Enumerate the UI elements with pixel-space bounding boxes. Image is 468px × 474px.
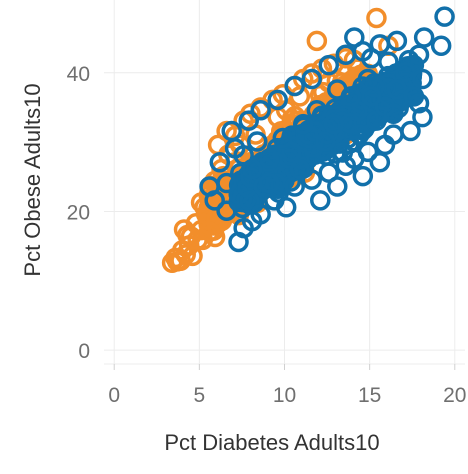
data-point [400, 120, 421, 142]
data-point [327, 176, 348, 197]
data-point [306, 99, 328, 121]
data-point [318, 54, 340, 76]
data-point [315, 131, 336, 152]
data-point [386, 30, 408, 52]
data-point [349, 124, 370, 145]
data-point [289, 158, 311, 180]
data-point [361, 86, 382, 107]
data-point [386, 79, 408, 100]
data-point [238, 110, 259, 131]
data-point [412, 106, 433, 128]
data-point [335, 155, 357, 176]
y-tick-label: 20 [67, 201, 90, 224]
x-tick-label: 15 [358, 384, 381, 407]
data-point [344, 27, 365, 48]
data-point [301, 68, 322, 90]
data-point [199, 221, 220, 242]
data-point [413, 27, 435, 48]
data-point [352, 165, 374, 187]
data-point [430, 35, 452, 57]
data-points [161, 6, 455, 274]
data-point [301, 169, 322, 190]
data-point [395, 61, 416, 83]
data-point [209, 151, 231, 173]
data-point [250, 99, 271, 121]
x-tick-label: 20 [443, 384, 466, 407]
data-point [369, 151, 391, 173]
series-2 [199, 6, 455, 253]
x-axis-title: Pct Diabetes Adults10 [164, 430, 379, 455]
data-point [216, 200, 237, 222]
data-point [310, 190, 331, 211]
data-point [408, 93, 430, 114]
data-point [306, 30, 328, 52]
y-axis-title: Pct Obese Adults10 [20, 83, 45, 276]
x-tick-label: 10 [273, 384, 296, 407]
x-tick-label: 0 [108, 384, 120, 407]
data-point [239, 190, 260, 212]
y-tick-label: 0 [78, 340, 90, 363]
data-point [228, 231, 249, 253]
data-point [258, 148, 280, 170]
y-tick-label: 40 [67, 63, 90, 86]
data-point [233, 145, 254, 166]
data-point [292, 113, 314, 135]
data-point [247, 131, 268, 152]
data-point [283, 127, 305, 149]
data-point [177, 224, 198, 246]
data-point [383, 103, 404, 124]
data-point [434, 6, 455, 27]
axis-ticks: 0 5 10 15 20 0 20 40 [67, 63, 467, 407]
data-point [267, 89, 288, 111]
data-point [408, 44, 430, 66]
data-point [323, 113, 345, 135]
data-point [221, 120, 242, 142]
data-point [258, 172, 280, 194]
data-point [289, 86, 311, 107]
data-point [272, 127, 294, 149]
data-point [216, 172, 237, 194]
data-point [366, 7, 387, 29]
data-point [240, 166, 261, 188]
data-point [327, 79, 348, 100]
data-point [412, 68, 433, 90]
x-tick-label: 5 [194, 384, 206, 407]
data-point [378, 51, 399, 72]
data-point [284, 75, 305, 97]
